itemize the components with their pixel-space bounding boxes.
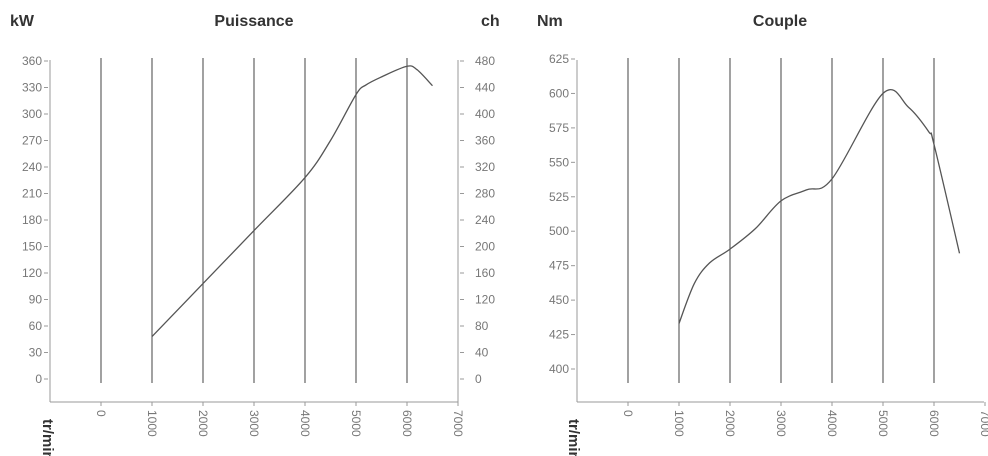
y-tick-label-120: 120 <box>22 266 42 280</box>
y-tick-label-400: 400 <box>549 362 569 376</box>
torque-chart: Nm Couple 400 425 450 475 500 525 550 575 600 625… <box>537 13 988 456</box>
x-tick-label-6000: 6000 <box>927 410 941 437</box>
x-tick-label-5000: 5000 <box>349 410 363 437</box>
x-tick-label-3000: 3000 <box>774 410 788 437</box>
x-tick-label-3000: 3000 <box>247 410 261 437</box>
y2-tick-label-360: 360 <box>475 134 495 148</box>
power-y2-unit: ch <box>481 13 500 30</box>
x-tick-label-7000: 7000 <box>451 410 465 437</box>
y-tick-label-425: 425 <box>549 328 569 342</box>
x-tick-label-1000: 1000 <box>672 410 686 437</box>
y-tick-label-240: 240 <box>22 160 42 174</box>
y-tick-label-0: 0 <box>35 372 42 386</box>
torque-curve <box>678 88 961 324</box>
y2-tick-label-280: 280 <box>475 187 495 201</box>
y-tick-label-525: 525 <box>549 190 569 204</box>
y-tick-label-360: 360 <box>22 54 42 68</box>
power-title: Puissance <box>214 13 293 30</box>
power-y2-ticks: 0 40 80 120 160 200 240 280 320 360 400 440 480 <box>460 54 495 386</box>
x-tick-label-6000: 6000 <box>400 410 414 437</box>
x-tick-label-2000: 2000 <box>723 410 737 437</box>
y-tick-label-300: 300 <box>22 107 42 121</box>
y-tick-label-180: 180 <box>22 213 42 227</box>
y2-tick-label-0: 0 <box>475 372 482 386</box>
y-tick-label-210: 210 <box>22 187 42 201</box>
x-tick-label-1000: 1000 <box>145 410 159 437</box>
y2-tick-label-200: 200 <box>475 240 495 254</box>
y-tick-label-600: 600 <box>549 86 569 100</box>
torque-vertical-grid <box>627 58 935 383</box>
y2-tick-label-440: 440 <box>475 81 495 95</box>
torque-title: Couple <box>753 13 807 30</box>
y2-tick-label-80: 80 <box>475 319 489 333</box>
torque-x-unit: tr/min <box>565 419 582 456</box>
power-curve <box>151 65 433 338</box>
y-tick-label-575: 575 <box>549 121 569 135</box>
x-tick-label-0: 0 <box>94 410 108 417</box>
y2-tick-label-480: 480 <box>475 54 495 68</box>
torque-x-ticks: 0 1000 2000 3000 4000 5000 6000 7000 <box>621 402 988 437</box>
power-x-unit: tr/min <box>39 419 56 456</box>
y-tick-label-475: 475 <box>549 259 569 273</box>
y-tick-label-625: 625 <box>549 52 569 66</box>
y-tick-label-330: 330 <box>22 81 42 95</box>
y2-tick-label-240: 240 <box>475 213 495 227</box>
y-tick-label-150: 150 <box>22 240 42 254</box>
y2-tick-label-160: 160 <box>475 266 495 280</box>
x-tick-label-2000: 2000 <box>196 410 210 437</box>
y-tick-label-450: 450 <box>549 293 569 307</box>
x-tick-label-0: 0 <box>621 410 635 417</box>
y-tick-label-500: 500 <box>549 224 569 238</box>
y-tick-label-60: 60 <box>29 319 43 333</box>
x-tick-label-5000: 5000 <box>876 410 890 437</box>
x-tick-label-4000: 4000 <box>298 410 312 437</box>
y-tick-label-30: 30 <box>29 346 43 360</box>
x-tick-label-7000: 7000 <box>978 410 988 437</box>
y2-tick-label-320: 320 <box>475 160 495 174</box>
y2-tick-label-400: 400 <box>475 107 495 121</box>
power-vertical-grid <box>100 58 408 383</box>
power-y-unit: kW <box>10 13 35 30</box>
power-x-ticks: 0 1000 2000 3000 4000 5000 6000 7000 <box>94 402 465 437</box>
y-tick-label-90: 90 <box>29 293 43 307</box>
power-chart: kW Puissance ch 0 30 60 90 120 150 180 210 240 27… <box>10 13 500 456</box>
y-tick-label-270: 270 <box>22 134 42 148</box>
power-y-ticks: 0 30 60 90 120 150 180 210 240 270 300 330 360 <box>22 54 48 386</box>
y2-tick-label-40: 40 <box>475 346 489 360</box>
y2-tick-label-120: 120 <box>475 293 495 307</box>
y-tick-label-550: 550 <box>549 155 569 169</box>
x-tick-label-4000: 4000 <box>825 410 839 437</box>
torque-y-ticks: 400 425 450 475 500 525 550 575 600 625 <box>549 52 575 376</box>
torque-y-unit: Nm <box>537 13 563 30</box>
